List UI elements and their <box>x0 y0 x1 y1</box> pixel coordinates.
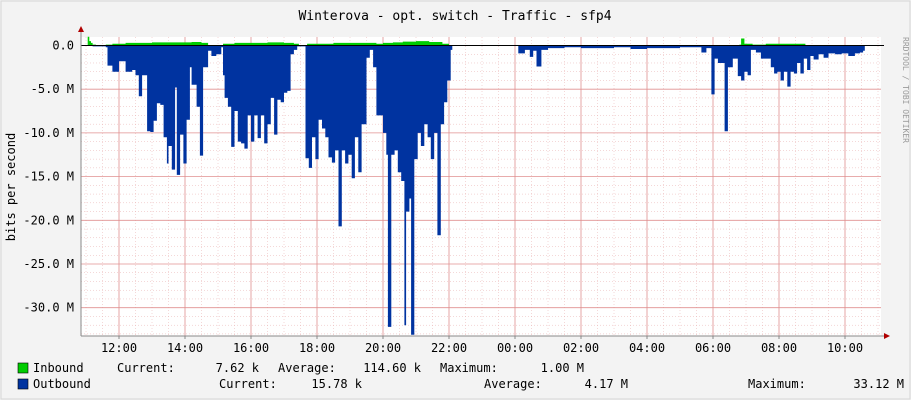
legend-inbound-current-label: Current: <box>117 361 175 375</box>
y-tick-label: -25.0 M <box>23 257 74 271</box>
x-tick-label: 04:00 <box>629 341 665 355</box>
x-tick-label: 08:00 <box>761 341 797 355</box>
legend-outbound-maximum-label: Maximum: <box>748 377 806 391</box>
y-axis-arrow <box>78 26 84 32</box>
x-tick-label: 20:00 <box>365 341 401 355</box>
y-tick-labels: 0.0 -5.0 M -10.0 M -15.0 M -20.0 M -25.0 M -30… <box>23 39 74 315</box>
y-tick-label: -30.0 M <box>23 301 74 315</box>
grid <box>81 37 881 336</box>
y-tick-label: -10.0 M <box>23 126 74 140</box>
plot-area <box>81 37 881 336</box>
x-tick-label: 14:00 <box>167 341 203 355</box>
legend-outbound-current-value: 15.78 k <box>311 377 362 391</box>
axes <box>78 26 890 339</box>
series-inbound-area <box>86 36 865 46</box>
legend-outbound-current-label: Current: <box>219 377 277 391</box>
x-tick-label: 00:00 <box>497 341 533 355</box>
legend-outbound-average-label: Average: <box>484 377 542 391</box>
legend-inbound-average-label: Average: <box>278 361 336 375</box>
legend-inbound-average-value: 114.60 k <box>363 361 422 375</box>
legend-inbound-maximum-value: 1.00 M <box>541 361 584 375</box>
y-tick-label: -5.0 M <box>31 82 74 96</box>
x-tick-label: 18:00 <box>299 341 335 355</box>
y-tick-label: -20.0 M <box>23 213 74 227</box>
y-tick-label: 0.0 <box>52 39 74 53</box>
legend-outbound-average-value: 4.17 M <box>585 377 628 391</box>
x-tick-label: 10:00 <box>827 341 863 355</box>
chart-title: Winterova - opt. switch - Traffic - sfp4 <box>298 9 611 24</box>
legend-inbound-swatch <box>17 362 29 374</box>
x-tick-label: 22:00 <box>431 341 467 355</box>
x-tick-label: 02:00 <box>563 341 599 355</box>
legend-inbound-current-value: 7.62 k <box>216 361 260 375</box>
x-axis-arrow <box>884 333 890 339</box>
legend-inbound-maximum-label: Maximum: <box>440 361 498 375</box>
x-tick-labels: 12:00 14:00 16:00 18:00 20:00 22:00 00:00 02:00… <box>101 336 863 355</box>
x-tick-label: 06:00 <box>695 341 731 355</box>
y-tick-label: -15.0 M <box>23 170 74 184</box>
x-tick-label: 12:00 <box>101 341 137 355</box>
series-outbound-area <box>86 45 865 335</box>
y-axis-label: bits per second <box>4 133 18 241</box>
legend-outbound-maximum-value: 33.12 M <box>853 377 904 391</box>
legend-inbound-label: Inbound <box>33 361 84 375</box>
legend-outbound-label: Outbound <box>33 377 91 391</box>
legend: Inbound Current: 7.62 k Average: 114.60 … <box>17 361 904 391</box>
legend-outbound-swatch <box>17 378 29 390</box>
series-layer <box>86 36 865 335</box>
watermark: RRDTOOL / TOBI OETIKER <box>901 37 910 143</box>
x-tick-label: 16:00 <box>233 341 269 355</box>
